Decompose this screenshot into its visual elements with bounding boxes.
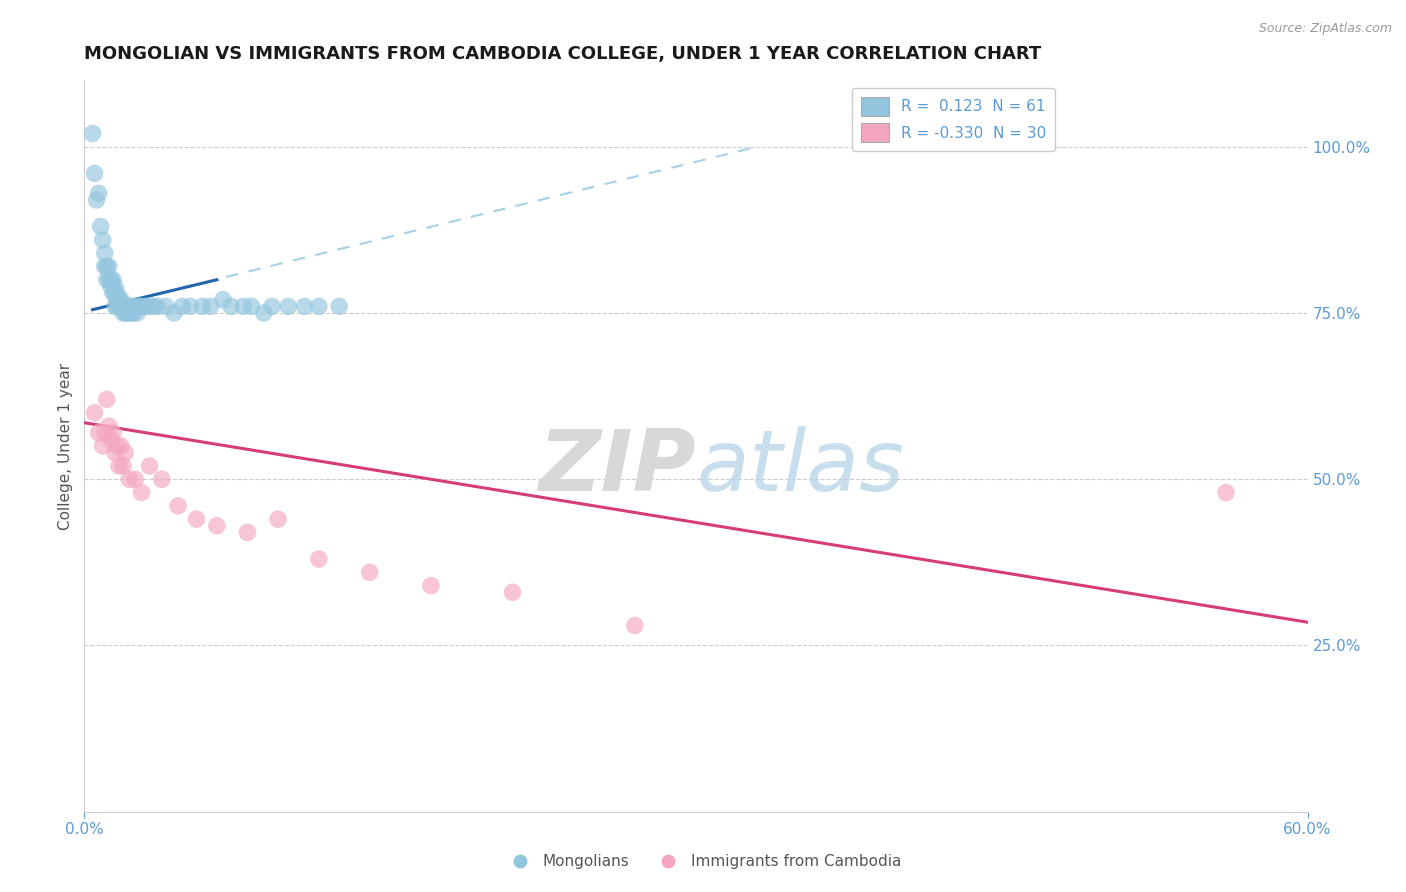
Point [294,299,316,313]
Point [100,273,122,287]
Point [191,299,214,313]
Text: atlas: atlas [696,426,904,509]
Point [108,293,131,307]
Point [200,299,222,313]
Legend: Mongolians, Immigrants from Cambodia: Mongolians, Immigrants from Cambodia [499,848,907,875]
Point [240,299,263,313]
Point [236,525,259,540]
Text: Source: ZipAtlas.com: Source: ZipAtlas.com [1258,22,1392,36]
Point [97,273,120,287]
Point [253,306,276,320]
Point [118,299,141,313]
Point [110,439,132,453]
Point [96,260,118,274]
Text: MONGOLIAN VS IMMIGRANTS FROM CAMBODIA COLLEGE, UNDER 1 YEAR CORRELATION CHART: MONGOLIAN VS IMMIGRANTS FROM CAMBODIA CO… [84,45,1042,63]
Point [120,299,142,313]
Point [420,579,443,593]
Point [82,127,104,141]
Point [87,425,110,440]
Point [150,472,173,486]
Point [101,425,124,440]
Point [97,419,120,434]
Point [105,286,128,301]
Point [110,299,132,313]
Point [91,233,114,247]
Point [112,458,135,473]
Point [328,299,350,313]
Point [219,299,242,313]
Point [110,293,132,307]
Point [135,299,157,313]
Point [96,273,118,287]
Point [104,299,127,313]
Point [308,299,330,313]
Point [624,618,647,632]
Point [260,299,283,313]
Point [100,433,122,447]
Point [104,279,127,293]
Text: ZIP: ZIP [538,426,696,509]
Point [115,306,138,320]
Point [112,299,135,313]
Point [93,425,115,440]
Point [146,299,169,313]
Legend: R =  0.123  N = 61, R = -0.330  N = 30: R = 0.123 N = 61, R = -0.330 N = 30 [852,88,1056,151]
Point [114,299,136,313]
Point [83,406,105,420]
Point [108,299,131,313]
Point [179,299,201,313]
Point [118,306,141,320]
Point [131,299,153,313]
Point [267,512,290,526]
Point [138,299,160,313]
Point [232,299,254,313]
Point [138,458,160,473]
Point [105,299,128,313]
Point [104,445,127,459]
Point [90,219,112,234]
Point [163,306,186,320]
Point [205,518,228,533]
Point [114,306,136,320]
Point [120,306,142,320]
Point [124,472,146,486]
Point [91,439,114,453]
Point [131,485,153,500]
Point [128,299,150,313]
Point [93,246,115,260]
Point [87,186,110,201]
Point [359,566,381,580]
Point [86,193,108,207]
Point [142,299,165,313]
Point [502,585,524,599]
Point [112,306,135,320]
Point [97,260,120,274]
Point [114,445,136,459]
Point [100,279,122,293]
Point [172,299,194,313]
Point [186,512,208,526]
Point [105,293,128,307]
Point [155,299,177,313]
Point [167,499,190,513]
Y-axis label: College, Under 1 year: College, Under 1 year [58,362,73,530]
Point [118,472,141,486]
Point [83,166,105,180]
Point [115,299,138,313]
Point [277,299,299,313]
Point [1215,485,1237,500]
Point [104,286,127,301]
Point [101,286,124,301]
Point [308,552,330,566]
Point [108,458,131,473]
Point [212,293,235,307]
Point [105,439,128,453]
Point [127,306,149,320]
Point [101,273,124,287]
Point [124,299,146,313]
Point [122,306,145,320]
Point [93,260,115,274]
Point [96,392,118,407]
